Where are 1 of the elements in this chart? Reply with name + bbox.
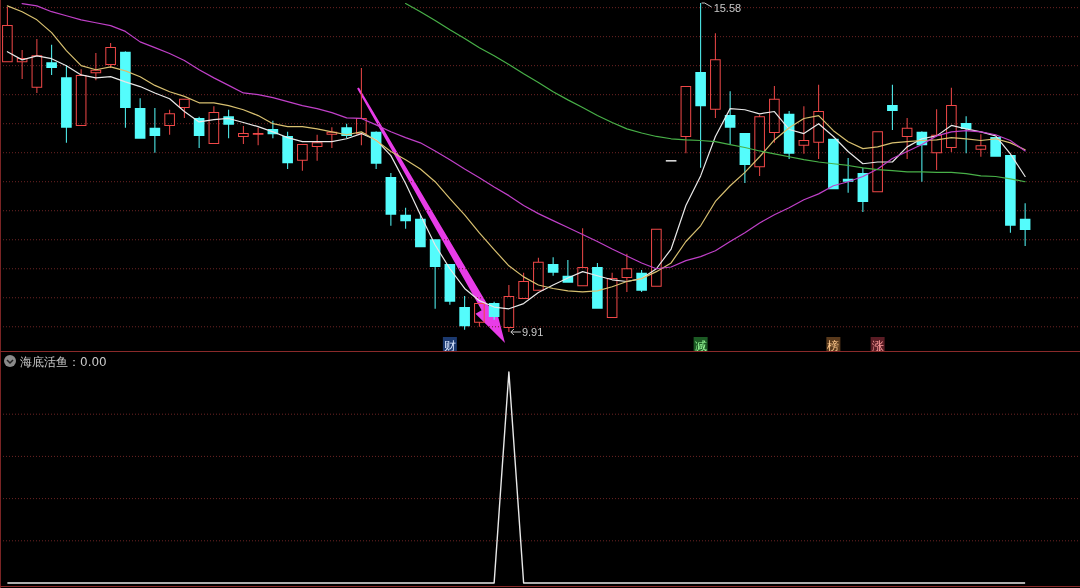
title: 海底活鱼：0.00 — [20, 355, 107, 369]
